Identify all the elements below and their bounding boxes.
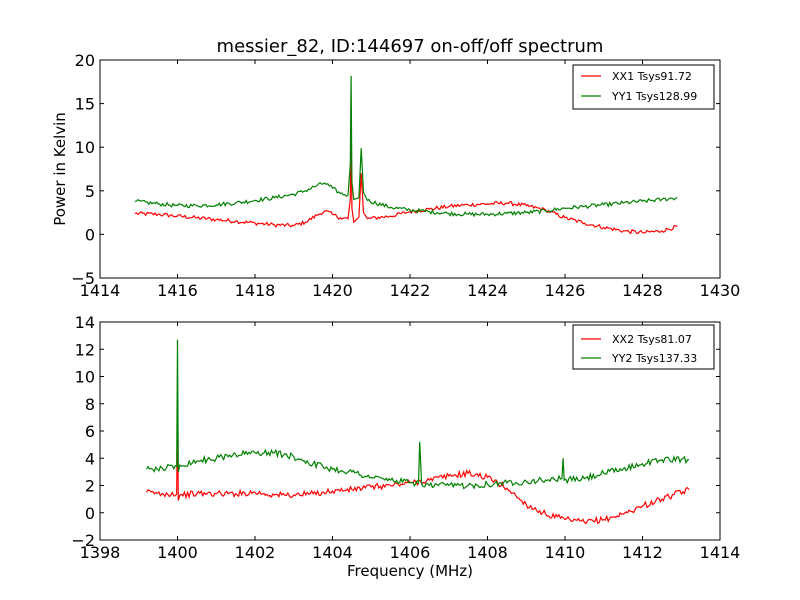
chart-title: messier_82, ID:144697 on-off/off spectru…: [217, 36, 604, 57]
bottom-y-tick-label: 8: [85, 395, 95, 414]
bottom-legend-box: [572, 324, 715, 370]
top-y-axis-label: Power in Kelvin: [51, 112, 69, 226]
top-x-tick-label: 1424: [467, 281, 508, 300]
top-series-line-yy1: [134, 75, 678, 218]
bottom-series-line-xx2: [145, 403, 690, 525]
top-y-tick-label: 5: [85, 182, 95, 201]
top-x-tick-label: 1428: [622, 281, 663, 300]
bottom-series-lines: [145, 339, 690, 525]
bottom-x-tick-label: 1410: [545, 543, 586, 562]
bottom-x-tick-label: 1408: [467, 543, 508, 562]
top-legend-label-yy1: YY1 Tsys128.99: [611, 90, 697, 103]
top-series-line-xx1: [134, 129, 678, 235]
bottom-y-tick-label: 2: [85, 477, 95, 496]
top-x-tick-label: 1418: [235, 281, 276, 300]
bottom-y-tick-label: 10: [75, 368, 95, 387]
top-y-tick-label: 20: [75, 51, 95, 70]
top-x-tick-label: 1416: [157, 281, 198, 300]
bottom-axes: 1398 1400 1402 1404 1406 1408 1410 1412 1414−202…: [71, 313, 740, 580]
bottom-x-tick-label: 1398: [80, 543, 121, 562]
bottom-x-tick-label: 1414: [700, 543, 741, 562]
bottom-ticks: 1398 1400 1402 1404 1406 1408 1410 1412 1414−202…: [71, 313, 740, 562]
bottom-x-tick-label: 1400: [157, 543, 198, 562]
bottom-x-tick-label: 1406: [390, 543, 431, 562]
top-legend-box: [572, 64, 715, 110]
bottom-y-tick-label: 14: [75, 313, 95, 332]
top-legend-label-xx1: XX1 Tsys91.72: [612, 70, 692, 83]
bottom-series-line-yy2: [145, 339, 690, 490]
bottom-y-tick-label: 12: [75, 340, 95, 359]
top-series-lines: [134, 75, 678, 235]
bottom-y-tick-label: −2: [71, 531, 95, 550]
bottom-y-tick-label: 4: [85, 449, 95, 468]
top-x-tick-label: 1430: [700, 281, 741, 300]
bottom-legend-label-xx2: XX2 Tsys81.07: [612, 333, 692, 346]
bottom-legend-label-yy2: YY2 Tsys137.33: [611, 352, 697, 365]
top-x-tick-label: 1414: [80, 281, 121, 300]
top-ticks: 1414 1416 1418 1420 1422 1424 1426 1428 1430 −5 0 5…: [71, 51, 740, 300]
bottom-y-tick-label: 6: [85, 422, 95, 441]
bottom-x-tick-label: 1404: [312, 543, 353, 562]
bottom-y-tick-label: 0: [85, 504, 95, 523]
top-y-tick-label: 10: [75, 138, 95, 157]
bottom-x-tick-label: 1412: [622, 543, 663, 562]
top-x-tick-label: 1422: [390, 281, 431, 300]
top-x-tick-label: 1420: [312, 281, 353, 300]
top-legend: XX1 Tsys91.72 YY1 Tsys128.99: [572, 64, 715, 110]
bottom-legend: XX2 Tsys81.07 YY2 Tsys137.33: [572, 324, 715, 370]
bottom-x-axis-label: Frequency (MHz): [347, 562, 473, 580]
top-y-tick-label: 15: [75, 95, 95, 114]
top-x-tick-label: 1426: [545, 281, 586, 300]
top-y-tick-label: −5: [71, 269, 95, 288]
bottom-x-tick-label: 1402: [235, 543, 276, 562]
top-axes: 1414 1416 1418 1420 1422 1424 1426 1428 1430 −5 0 5…: [51, 51, 740, 300]
top-y-tick-label: 0: [85, 225, 95, 244]
